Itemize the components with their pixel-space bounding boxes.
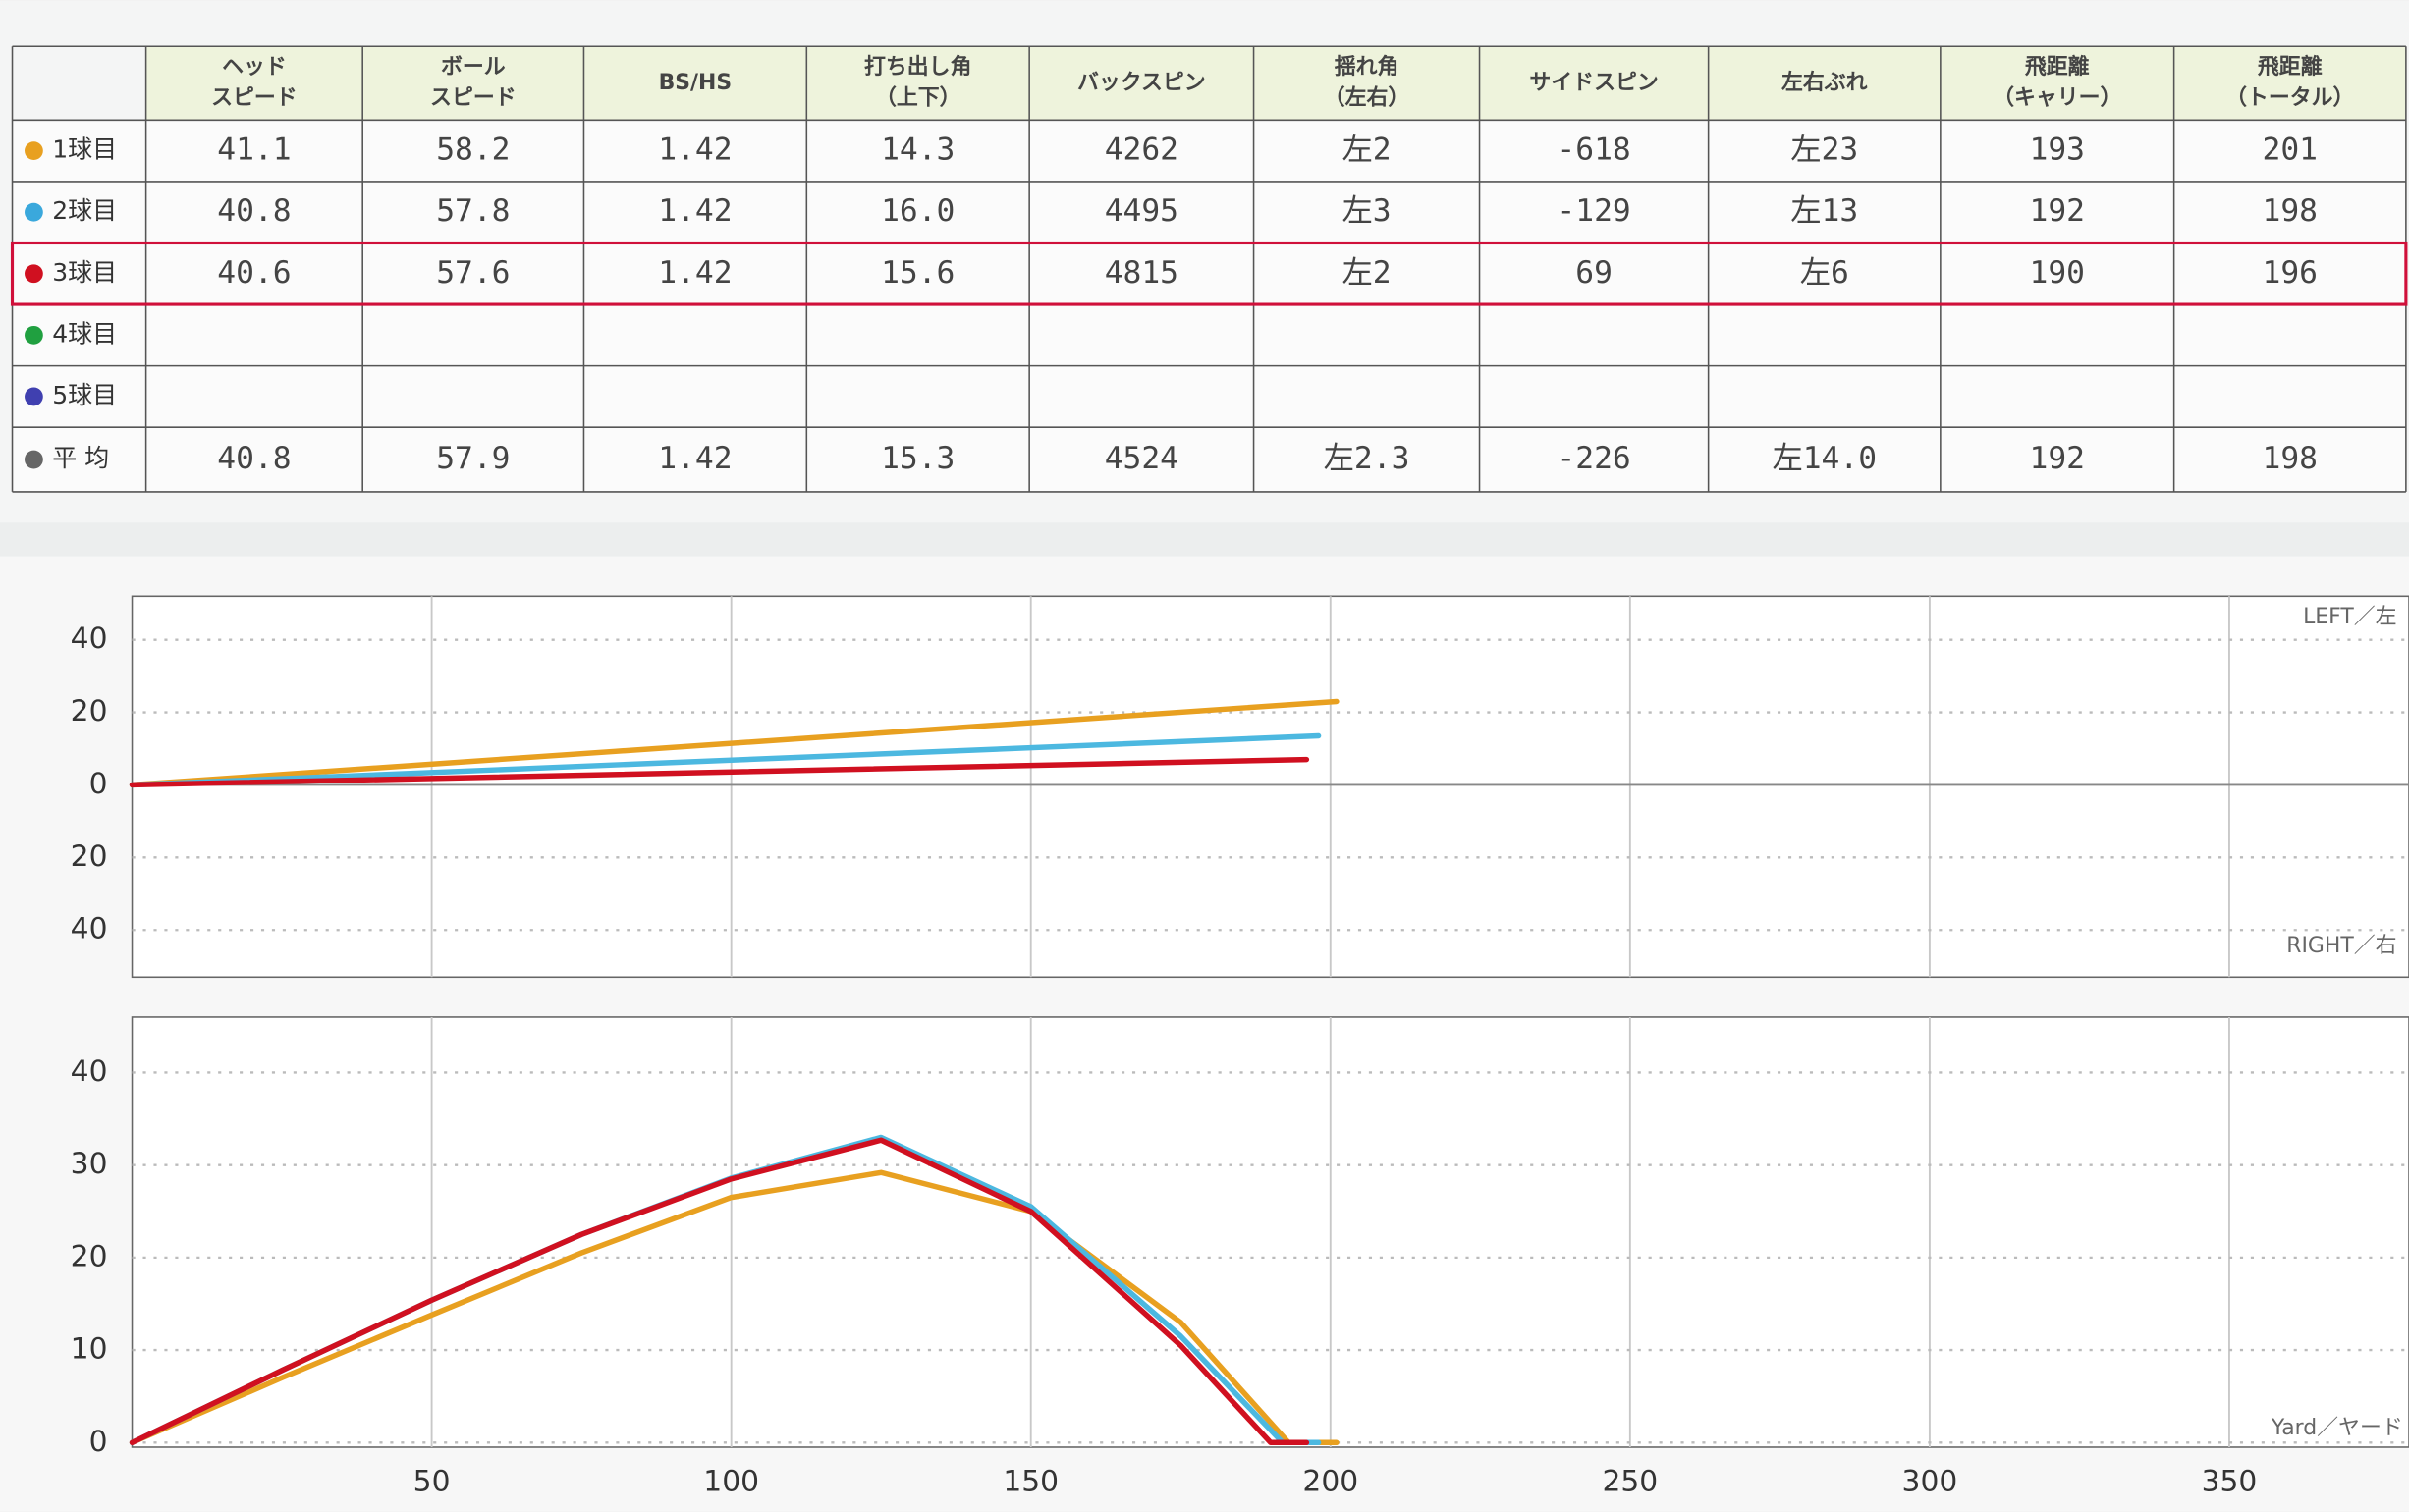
x-tick-label: 250: [1602, 1464, 1658, 1498]
cell-value: 193: [2030, 133, 2085, 168]
x-axis-label: Yard／ヤード: [2271, 1416, 2403, 1440]
plot-area: [131, 595, 2409, 979]
cell-value: 左13: [1790, 193, 1858, 229]
cell-value: 1.42: [658, 133, 732, 168]
header-label: （左右）: [1324, 84, 1410, 110]
cell-value: 1.42: [658, 441, 732, 476]
header-label: 揺れ角: [1335, 54, 1399, 80]
y-tick-label: 20: [71, 694, 108, 729]
cell-value: 左14.0: [1772, 441, 1877, 476]
row-dot: [25, 325, 43, 345]
header-label: （上下）: [875, 85, 961, 110]
cell-value: 57.9: [436, 441, 510, 476]
header-label: （キャリー）: [1993, 85, 2121, 110]
row-dot: [25, 387, 43, 406]
cell-value: 左3: [1341, 193, 1391, 229]
cell-value: 左2: [1341, 255, 1391, 291]
row-label: 1球目: [52, 135, 117, 164]
cell-value: 左2: [1341, 133, 1391, 168]
trajectory: [129, 732, 1322, 788]
header-label: スピード: [211, 85, 298, 110]
cell-value: 15.6: [881, 255, 955, 291]
row-label: 4球目: [52, 319, 117, 348]
cell-value: 192: [2030, 193, 2085, 229]
cell-value: 201: [2263, 133, 2318, 168]
header-label: サイドスピン: [1529, 71, 1658, 95]
cell-value: 4524: [1105, 441, 1178, 476]
y-tick-label: 10: [71, 1332, 108, 1367]
header-bg: [145, 46, 2406, 121]
row-label: 3球目: [52, 258, 117, 287]
cell-value: 57.8: [436, 193, 510, 229]
cell-value: 1.42: [658, 193, 732, 229]
y-tick-label: 40: [71, 912, 108, 946]
y-tick-label: 40: [71, 621, 108, 656]
cell-value: 左2.3: [1324, 441, 1410, 476]
x-tick-label: 50: [413, 1464, 451, 1498]
cell-value: 40.8: [217, 193, 291, 229]
cell-value: 左6: [1800, 255, 1849, 291]
cell-value: 41.1: [217, 133, 291, 168]
cell-value: 4495: [1105, 193, 1178, 229]
cell-value: 左23: [1790, 133, 1858, 168]
cell-value: 16.0: [881, 193, 955, 229]
header-label: バックスピン: [1077, 71, 1206, 95]
corner-label: LEFT／左: [2303, 605, 2396, 629]
cell-value: 198: [2263, 193, 2318, 229]
trajectory: [129, 756, 1310, 788]
cell-value: 192: [2030, 441, 2085, 476]
row-label: 2球目: [52, 196, 117, 225]
cell-value: 4262: [1105, 133, 1178, 168]
y-tick-label: 20: [71, 839, 108, 874]
y-tick-label: 30: [71, 1147, 108, 1181]
cell-value: 15.3: [881, 441, 955, 476]
header-label: 左右ぶれ: [1781, 70, 1868, 95]
row-dot: [25, 141, 43, 161]
header-label: 飛距離: [2258, 54, 2323, 80]
header-label: 打ち出し角: [864, 54, 971, 80]
row-dot: [25, 264, 43, 284]
cell-value: -618: [1557, 133, 1630, 168]
cell-value: 40.8: [217, 441, 291, 476]
trajectory: [129, 1169, 1340, 1446]
selected-row: [10, 241, 2408, 306]
cell-value: -226: [1557, 441, 1630, 476]
cell-value: -129: [1557, 193, 1630, 229]
cell-value: 196: [2263, 255, 2318, 291]
header-label: BS/HS: [659, 71, 733, 95]
row-label: 平 均: [52, 444, 109, 472]
cell-value: 4815: [1105, 255, 1178, 291]
y-tick-label: 0: [89, 767, 108, 801]
y-tick-label: 0: [89, 1425, 108, 1459]
y-tick-label: 40: [71, 1054, 108, 1089]
corner-label: RIGHT／右: [2286, 934, 2396, 958]
header-label: （トータル）: [2225, 85, 2354, 110]
plot-area: [131, 1016, 2409, 1448]
cell-value: 69: [1575, 255, 1613, 291]
trajectory: [129, 698, 1340, 788]
cell-value: 14.3: [881, 133, 955, 168]
x-tick-label: 350: [2202, 1464, 2258, 1498]
x-tick-label: 200: [1302, 1464, 1358, 1498]
y-tick-label: 20: [71, 1239, 108, 1273]
cell-value: 1.42: [658, 255, 732, 291]
trajectory: [129, 1137, 1310, 1446]
row-label: 5球目: [52, 381, 117, 409]
header-label: 飛距離: [2025, 54, 2090, 80]
cell-value: 40.6: [217, 255, 291, 291]
row-dot: [25, 202, 43, 222]
x-tick-label: 150: [1003, 1464, 1059, 1498]
x-tick-label: 300: [1902, 1464, 1958, 1498]
cell-value: 58.2: [436, 133, 510, 168]
cell-value: 198: [2263, 441, 2318, 476]
header-label: ボール: [441, 55, 506, 80]
cell-value: 57.6: [436, 255, 510, 291]
header-label: ヘッド: [222, 55, 287, 80]
row-dot: [25, 450, 43, 469]
cell-value: 190: [2030, 255, 2085, 291]
x-tick-label: 100: [703, 1464, 759, 1498]
header-label: スピード: [430, 85, 517, 110]
